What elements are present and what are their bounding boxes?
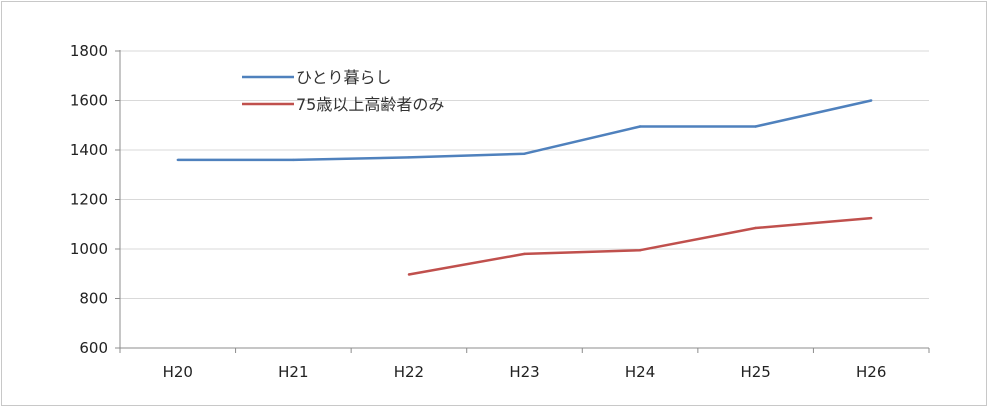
data-point (638, 249, 642, 252)
y-tick-label: 1800 (70, 42, 108, 60)
data-point (638, 125, 642, 128)
data-point (523, 152, 526, 155)
data-point (754, 125, 757, 128)
data-point (407, 273, 411, 276)
x-tick-label: H26 (856, 363, 886, 381)
legend-label-0: ひとり暮らし (296, 68, 392, 87)
x-tick-label: H25 (740, 363, 770, 381)
series-line-0 (177, 99, 872, 162)
x-tick-labels: H20 H21 H22 H23 H24 H25 H26 (163, 363, 887, 381)
y-tick-labels: 600 800 1000 1200 1400 1600 1800 (70, 42, 108, 357)
x-tick-label: H21 (278, 363, 308, 381)
x-tick-label: H23 (509, 363, 539, 381)
y-tick-label: 1600 (70, 92, 108, 110)
data-point (523, 252, 526, 256)
gridlines (120, 50, 929, 299)
axes (115, 50, 930, 353)
data-point (870, 99, 873, 102)
data-point (292, 158, 295, 162)
x-tick-label: H20 (163, 363, 193, 381)
data-point (754, 226, 757, 230)
series-line-1 (408, 216, 872, 276)
x-tick-label: H24 (625, 363, 655, 381)
series-lines (176, 99, 873, 276)
y-tick-label: 1400 (70, 141, 108, 159)
y-tick-label: 600 (79, 339, 108, 357)
data-point (176, 158, 179, 162)
data-point (407, 156, 411, 159)
y-tick-label: 1000 (70, 240, 108, 258)
legend-label-1: 75歳以上高齢者のみ (296, 95, 444, 114)
x-tick-label: H22 (394, 363, 424, 381)
y-tick-label: 800 (79, 290, 108, 308)
data-point (870, 216, 873, 220)
y-tick-label: 1200 (70, 191, 108, 209)
legend: ひとり暮らし 75歳以上高齢者のみ (242, 68, 444, 114)
